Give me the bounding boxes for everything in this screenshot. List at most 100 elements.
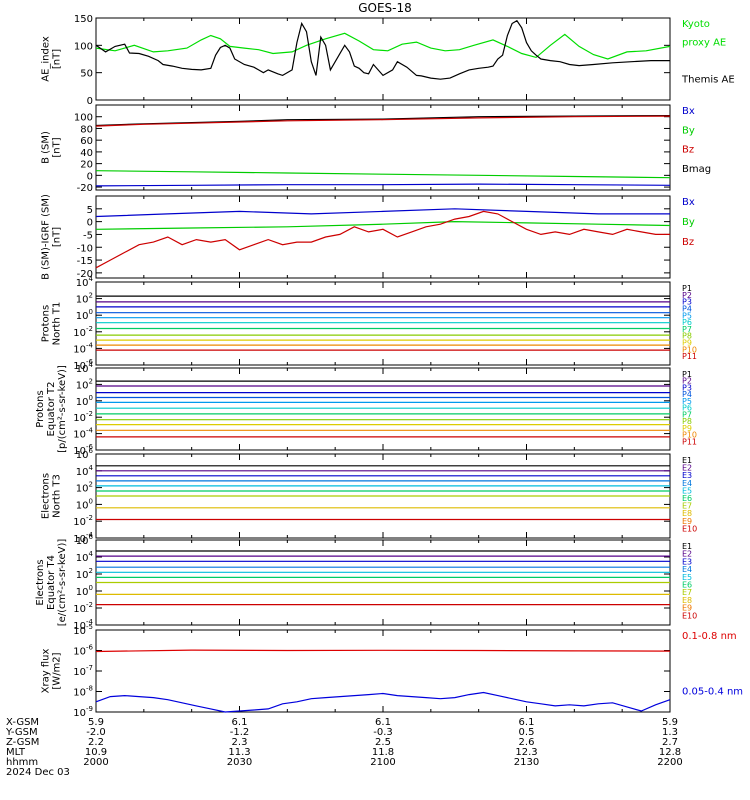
legend-label: P7: [682, 410, 692, 419]
legend-label: P1: [682, 370, 692, 379]
legend-label: Themis AE: [681, 75, 735, 86]
y-tick-label: 5: [87, 205, 93, 216]
y-tick-exponent: 2: [89, 292, 93, 300]
legend-label: E2: [682, 550, 692, 559]
y-tick-label: 0: [87, 171, 93, 182]
y-axis-label: Protons: [35, 390, 46, 427]
footer-value-mlt: 11.3: [228, 747, 250, 758]
legend-label: E5: [682, 486, 692, 495]
y-tick-label: 20: [80, 160, 93, 171]
footer-value-mlt: 11.8: [372, 747, 394, 758]
footer-value-y-gsm: -0.3: [373, 727, 393, 738]
legend-label: E3: [682, 471, 692, 480]
y-tick-label: 100: [74, 41, 93, 52]
series-line: [95, 183, 671, 187]
legend-label: P1: [682, 284, 692, 293]
footer-value-hhmm: 2200: [657, 757, 682, 768]
y-axis-label: North T3: [52, 474, 63, 518]
y-tick-exponent: 6: [89, 447, 94, 455]
y-tick-label: 50: [80, 69, 93, 80]
footer-value-mlt: 10.9: [85, 747, 107, 758]
y-tick-label: 60: [80, 136, 93, 147]
y-axis-label: [nT]: [52, 49, 63, 69]
y-axis-label: B (SM): [41, 131, 52, 164]
series-line: [95, 32, 671, 60]
y-tick-label: 80: [80, 124, 93, 135]
y-tick-exponent: -9: [86, 705, 93, 713]
footer-value-y-gsm: 0.5: [519, 727, 535, 738]
y-tick-label: -20: [77, 269, 93, 280]
legend-label: P8: [682, 332, 692, 341]
legend-label: E6: [682, 581, 692, 590]
legend-label: E9: [682, 517, 692, 526]
legend-label: proxy AE: [682, 38, 726, 49]
y-axis-label: Protons: [41, 305, 52, 342]
footer-value-z-gsm: 2.2: [88, 737, 104, 748]
legend-label: Bx: [682, 197, 695, 208]
y-axis-label: North T1: [52, 302, 63, 346]
y-tick-exponent: 4: [89, 275, 94, 283]
y-tick-exponent: -6: [86, 358, 94, 366]
y-tick-exponent: -6: [86, 443, 94, 451]
y-axis-label: Electrons: [41, 473, 52, 519]
legend-label: 0.05-0.4 nm: [682, 687, 743, 698]
y-axis-label: [e/(cm²-s-sr-keV)]: [57, 539, 68, 627]
legend-label: E4: [682, 565, 692, 574]
legend-label: E7: [682, 502, 692, 511]
y-tick-exponent: 4: [89, 361, 94, 369]
legend-label: E4: [682, 479, 692, 488]
legend-label: E5: [682, 573, 692, 582]
y-tick-label: 40: [80, 148, 93, 159]
legend-label: P5: [682, 397, 692, 406]
y-tick-exponent: -2: [86, 410, 93, 418]
legend-label: P3: [682, 383, 692, 392]
footer-row-label: X-GSM: [6, 717, 39, 728]
legend-label: Bz: [682, 145, 694, 156]
series-line: [95, 210, 670, 269]
footer-value-y-gsm: -2.0: [86, 727, 106, 738]
y-tick-exponent: -5: [86, 623, 93, 631]
legend-label: P10: [682, 345, 697, 354]
panel-1: 0 50 100 150 AE_index [nT] Kyoto proxy AE Themis…: [41, 14, 735, 107]
legend-label: P11: [682, 352, 697, 361]
y-axis-label: Electrons: [35, 559, 46, 605]
footer-row-label: Y-GSM: [5, 727, 38, 738]
y-tick-exponent: -2: [86, 514, 93, 522]
y-tick-label: -15: [77, 256, 93, 267]
y-axis-label: [nT]: [52, 227, 63, 247]
y-tick-exponent: 6: [89, 533, 94, 541]
y-axis-label: [nT]: [52, 137, 63, 157]
footer-value-hhmm: 2030: [227, 757, 252, 768]
legend-label: By: [682, 125, 695, 136]
footer-row-label: Z-GSM: [6, 737, 39, 748]
footer-row-label: hhmm: [6, 757, 38, 768]
footer-value-z-gsm: 2.6: [519, 737, 535, 748]
legend-label: Bz: [682, 237, 694, 248]
plot-title: GOES-18: [358, 1, 412, 15]
footer-value-x-gsm: 6.1: [375, 717, 391, 728]
footer-value-mlt: 12.8: [659, 747, 681, 758]
legend-label: P10: [682, 431, 697, 440]
footer-value-hhmm: 2000: [83, 757, 108, 768]
legend-label: E2: [682, 464, 692, 473]
y-axis-label: [W/m2]: [52, 652, 63, 689]
series-line: [95, 220, 671, 230]
y-tick-exponent: -7: [86, 664, 93, 672]
y-tick-exponent: -4: [86, 427, 94, 435]
legend-label: By: [682, 217, 695, 228]
y-tick-exponent: 2: [89, 567, 93, 575]
legend-label: E6: [682, 494, 692, 503]
legend-label: P7: [682, 325, 692, 334]
y-tick-exponent: -8: [86, 685, 93, 693]
series-line: [95, 691, 671, 713]
legend-label: E3: [682, 557, 692, 566]
footer-value-z-gsm: 2.3: [232, 737, 248, 748]
y-tick-exponent: 0: [89, 497, 93, 505]
y-tick-label: 0: [87, 96, 93, 107]
y-tick-label: 100: [74, 113, 93, 124]
y-tick-exponent: 0: [89, 394, 93, 402]
y-tick-label: 0: [87, 218, 93, 229]
